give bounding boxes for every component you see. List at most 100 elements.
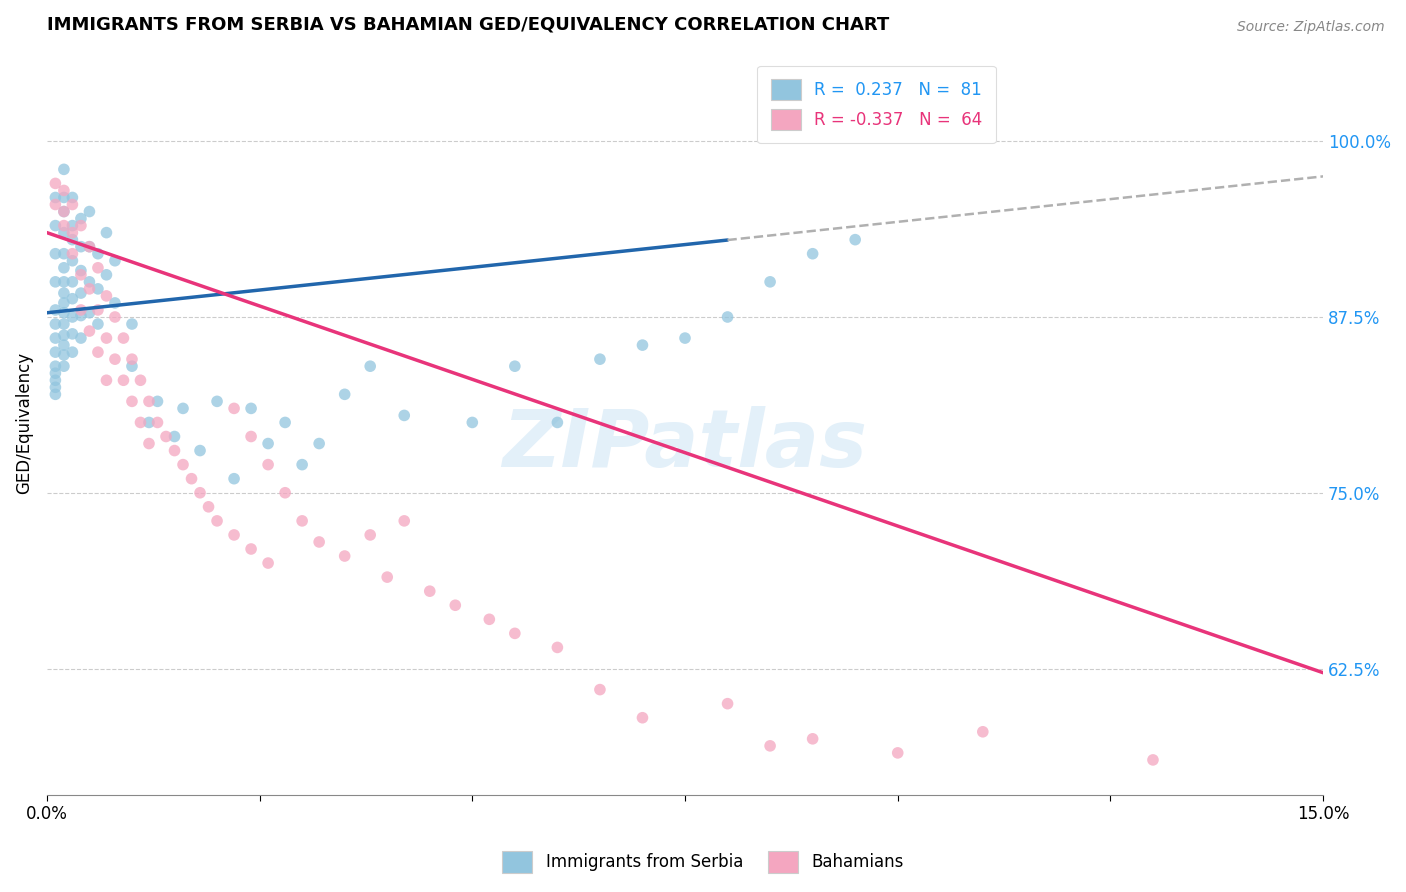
Point [205,514,228,528]
Point [79,282,101,296]
Point [129,416,152,430]
Point [801,731,824,746]
Point [70,302,93,317]
Point [62,326,84,341]
Point [79,204,101,219]
Point [394,514,416,528]
Point [503,359,526,374]
Point [62,275,84,289]
Point [419,584,441,599]
Point [96,226,118,240]
Point [87,317,110,331]
Text: Source: ZipAtlas.com: Source: ZipAtlas.com [1237,20,1385,34]
Point [188,443,211,458]
Point [62,226,84,240]
Point [631,338,654,352]
Text: ZIPatlas: ZIPatlas [502,406,868,483]
Point [104,352,127,367]
Point [87,282,110,296]
Point [44,345,66,359]
Point [394,409,416,423]
Point [375,570,398,584]
Point [886,746,908,760]
Point [222,472,245,486]
Point [180,472,202,486]
Point [62,246,84,260]
Point [112,331,135,345]
Point [62,233,84,247]
Point [546,416,568,430]
Point [308,436,330,450]
Point [62,292,84,306]
Point [70,240,93,254]
Point [129,373,152,387]
Point [44,190,66,204]
Point [716,697,738,711]
Point [673,331,696,345]
Point [257,556,280,570]
Point [52,260,75,275]
Point [44,177,66,191]
Point [70,268,93,282]
Point [52,275,75,289]
Point [205,394,228,409]
Point [801,246,824,260]
Point [291,514,314,528]
Point [589,352,612,367]
Text: IMMIGRANTS FROM SERBIA VS BAHAMIAN GED/EQUIVALENCY CORRELATION CHART: IMMIGRANTS FROM SERBIA VS BAHAMIAN GED/E… [46,15,889,33]
Point [70,309,93,323]
Point [79,240,101,254]
Point [52,296,75,310]
Point [716,310,738,324]
Point [333,387,356,401]
Point [972,724,994,739]
Point [52,348,75,362]
Point [44,359,66,374]
Point [52,328,75,343]
Point [70,331,93,345]
Point [96,373,118,387]
Point [759,275,782,289]
Point [52,204,75,219]
Point [52,306,75,320]
Point [70,286,93,301]
Point [257,458,280,472]
Point [172,401,194,416]
Point [308,535,330,549]
Point [44,373,66,387]
Point [52,184,75,198]
Point [163,429,186,443]
Point [503,626,526,640]
Point [163,443,186,458]
Point [274,485,297,500]
Point [197,500,219,514]
Point [138,394,160,409]
Point [359,528,381,542]
Point [62,310,84,324]
Point [52,359,75,374]
Point [359,359,381,374]
Point [62,190,84,204]
Point [52,226,75,240]
Point [44,366,66,380]
Point [96,289,118,303]
Point [62,219,84,233]
Point [79,275,101,289]
Point [62,197,84,211]
Point [1142,753,1164,767]
Point [274,416,297,430]
Point [104,296,127,310]
Point [62,345,84,359]
Point [44,302,66,317]
Point [52,317,75,331]
Point [87,302,110,317]
Point [257,436,280,450]
Legend: Immigrants from Serbia, Bahamians: Immigrants from Serbia, Bahamians [496,845,910,880]
Point [96,268,118,282]
Point [79,324,101,338]
Point [70,263,93,277]
Point [222,401,245,416]
Point [52,286,75,301]
Point [44,246,66,260]
Point [759,739,782,753]
